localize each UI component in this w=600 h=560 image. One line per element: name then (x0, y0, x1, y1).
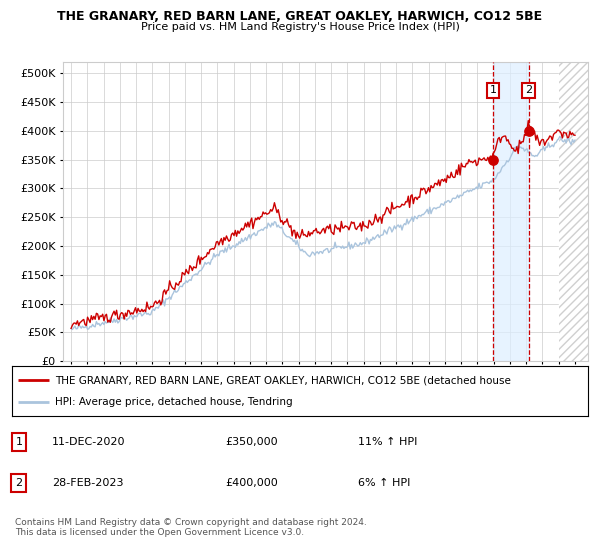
Text: £400,000: £400,000 (225, 478, 278, 488)
Text: Price paid vs. HM Land Registry's House Price Index (HPI): Price paid vs. HM Land Registry's House … (140, 22, 460, 32)
Text: THE GRANARY, RED BARN LANE, GREAT OAKLEY, HARWICH, CO12 5BE: THE GRANARY, RED BARN LANE, GREAT OAKLEY… (58, 10, 542, 23)
Text: 11% ↑ HPI: 11% ↑ HPI (358, 437, 417, 447)
Text: 28-FEB-2023: 28-FEB-2023 (52, 478, 124, 488)
Bar (559, 62, 588, 361)
Text: THE GRANARY, RED BARN LANE, GREAT OAKLEY, HARWICH, CO12 5BE (detached house: THE GRANARY, RED BARN LANE, GREAT OAKLEY… (55, 375, 511, 385)
Text: £350,000: £350,000 (225, 437, 278, 447)
Text: HPI: Average price, detached house, Tendring: HPI: Average price, detached house, Tend… (55, 396, 293, 407)
Point (524, 126, 533, 135)
Text: 1: 1 (16, 437, 22, 447)
Bar (559, 62, 588, 361)
Text: 11-DEC-2020: 11-DEC-2020 (52, 437, 126, 447)
Text: 6% ↑ HPI: 6% ↑ HPI (358, 478, 410, 488)
Point (488, 155, 498, 164)
Text: Contains HM Land Registry data © Crown copyright and database right 2024.
This d: Contains HM Land Registry data © Crown c… (15, 518, 367, 538)
Bar (493, 62, 529, 361)
Text: 2: 2 (16, 478, 22, 488)
Text: 1: 1 (490, 86, 496, 95)
Text: 2: 2 (525, 86, 532, 95)
